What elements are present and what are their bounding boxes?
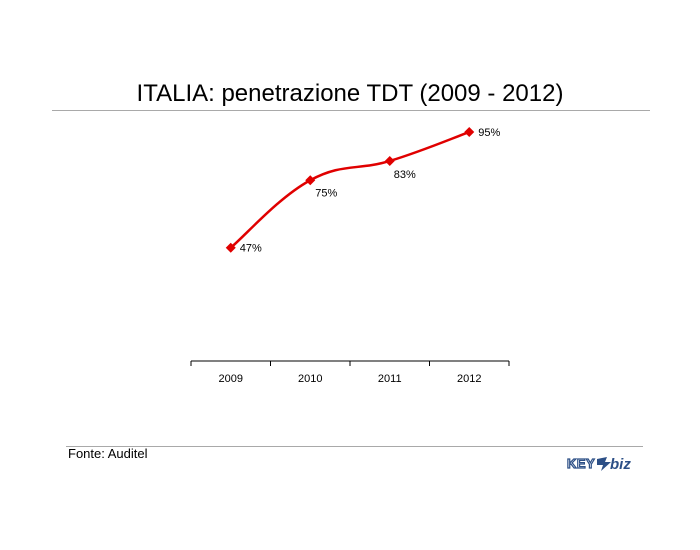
data-label: 75% <box>315 187 337 199</box>
data-point-marker <box>464 127 475 138</box>
svg-text:KEY: KEY <box>567 456 595 471</box>
x-axis: 2009 2010 2011 2012 <box>190 360 510 385</box>
data-label: 47% <box>240 243 262 255</box>
x-tick-label: 2009 <box>219 373 243 385</box>
x-tick-label: 2010 <box>298 373 322 385</box>
x-tick-label: 2012 <box>457 373 481 385</box>
series-line <box>229 130 470 249</box>
key4biz-logo: KEY biz <box>567 455 631 473</box>
footer-divider <box>66 446 643 447</box>
x-tick-label: 2011 <box>378 373 402 385</box>
svg-text:biz: biz <box>610 456 631 473</box>
slide-title: ITALIA: penetrazione TDT (2009 - 2012) <box>136 80 564 107</box>
source-note: Fonte: Auditel <box>68 446 148 461</box>
title-divider <box>52 110 650 111</box>
data-point-marker <box>305 175 316 186</box>
series-line-group <box>229 130 470 249</box>
data-point-marker <box>384 155 395 166</box>
data-label: 95% <box>478 127 500 139</box>
data-label-group: 47% 75% 83% 95% <box>240 127 501 255</box>
data-label: 83% <box>394 169 416 181</box>
data-point-marker <box>225 242 236 253</box>
marker-group <box>225 127 475 253</box>
